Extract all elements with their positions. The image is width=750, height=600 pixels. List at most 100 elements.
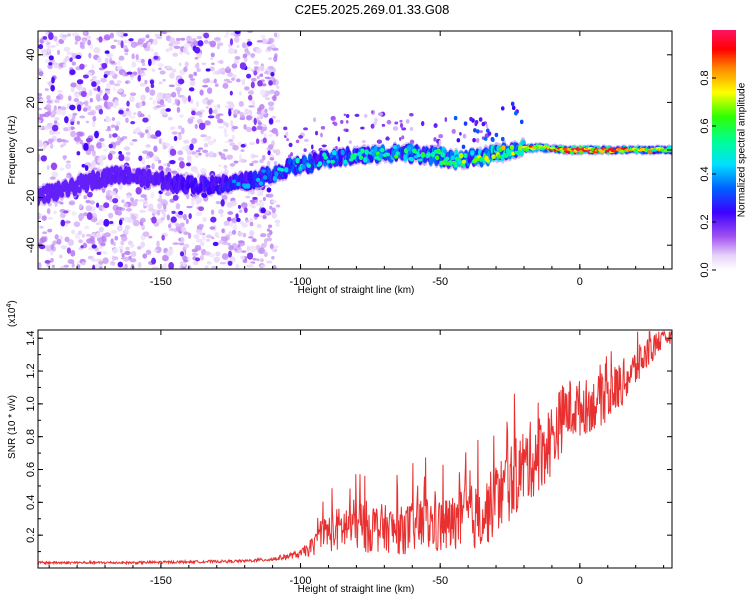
- noise-blob: [253, 117, 257, 125]
- noise-speckle: [362, 140, 366, 144]
- noise-speckle: [137, 261, 142, 269]
- noise-speckle: [96, 258, 104, 262]
- noise-speckle: [262, 214, 267, 220]
- noise-speckle: [259, 112, 264, 120]
- noise-speckle: [475, 137, 480, 143]
- noise-speckle: [268, 144, 274, 150]
- noise-speckle: [151, 163, 155, 170]
- noise-blob: [145, 164, 151, 169]
- noise-speckle: [111, 255, 116, 262]
- noise-speckle: [168, 46, 173, 51]
- noise-speckle: [130, 200, 138, 207]
- noise-blob: [102, 94, 109, 101]
- noise-speckle: [221, 253, 229, 260]
- noise-speckle: [183, 231, 190, 236]
- isolated-spot: [491, 137, 495, 143]
- colorbar-tick-label: 0.8: [699, 70, 711, 85]
- colorbar-gradient: [712, 30, 736, 270]
- noise-speckle: [451, 128, 456, 134]
- noise-speckle: [148, 97, 153, 101]
- noise-speckle: [125, 151, 131, 156]
- noise-speckle: [53, 35, 58, 42]
- ridge-core: [478, 157, 484, 162]
- noise-speckle: [249, 162, 254, 167]
- noise-speckle: [124, 156, 131, 162]
- noise-speckle: [195, 211, 203, 217]
- colorbar-tick-label: 0.2: [699, 214, 711, 229]
- noise-speckle: [158, 92, 164, 96]
- noise-speckle: [140, 241, 146, 248]
- noise-speckle: [240, 202, 248, 209]
- noise-speckle: [59, 167, 65, 171]
- noise-speckle: [201, 62, 207, 65]
- noise-speckle: [166, 214, 170, 221]
- noise-speckle: [143, 203, 149, 207]
- noise-speckle: [79, 42, 85, 49]
- noise-speckle: [99, 266, 103, 269]
- noise-speckle: [193, 71, 198, 76]
- noise-speckle: [105, 117, 112, 123]
- noise-speckle: [225, 122, 229, 128]
- noise-speckle: [54, 131, 61, 135]
- noise-blob: [86, 212, 93, 221]
- noise-speckle: [271, 212, 277, 219]
- noise-speckle: [79, 115, 86, 119]
- noise-speckle: [172, 52, 179, 57]
- noise-speckle: [385, 136, 390, 141]
- noise-blob: [81, 163, 86, 168]
- noise-speckle: [50, 111, 55, 117]
- noise-speckle: [85, 205, 92, 212]
- noise-speckle: [153, 248, 158, 253]
- noise-speckle: [266, 228, 271, 232]
- noise-speckle: [196, 51, 202, 59]
- noise-blob: [246, 252, 254, 260]
- noise-speckle: [182, 46, 188, 54]
- noise-speckle: [213, 256, 220, 263]
- noise-speckle: [231, 134, 236, 140]
- noise-speckle: [88, 89, 93, 97]
- noise-speckle: [208, 151, 214, 158]
- noise-speckle: [264, 76, 272, 80]
- y-tick-label: 0.6: [25, 462, 37, 477]
- noise-speckle: [99, 138, 105, 142]
- noise-blob: [266, 187, 272, 193]
- noise-speckle: [167, 116, 173, 121]
- noise-blob: [246, 41, 253, 47]
- noise-blob: [220, 199, 225, 207]
- noise-speckle: [54, 99, 60, 104]
- ridge-core: [363, 157, 368, 163]
- noise-speckle: [108, 212, 114, 219]
- noise-speckle: [235, 263, 240, 269]
- noise-speckle: [210, 52, 215, 58]
- noise-speckle: [259, 104, 265, 110]
- noise-speckle: [195, 170, 199, 175]
- noise-speckle: [178, 62, 182, 67]
- noise-speckle: [43, 125, 51, 130]
- noise-speckle: [271, 127, 278, 134]
- ridge-core: [537, 144, 544, 148]
- ridge-core: [385, 152, 390, 157]
- noise-speckle: [63, 155, 67, 161]
- noise-speckle: [248, 236, 254, 239]
- noise-speckle: [140, 194, 147, 198]
- noise-speckle: [269, 230, 273, 235]
- noise-speckle: [320, 132, 323, 138]
- noise-speckle: [38, 141, 44, 148]
- noise-speckle: [116, 225, 123, 232]
- noise-speckle: [45, 244, 52, 248]
- noise-speckle: [401, 135, 405, 140]
- noise-speckle: [145, 86, 150, 93]
- noise-speckle: [260, 129, 264, 135]
- noise-speckle: [223, 164, 228, 169]
- noise-speckle: [462, 133, 467, 139]
- noise-speckle: [63, 264, 70, 268]
- noise-blob: [108, 143, 113, 149]
- noise-blob: [172, 194, 179, 201]
- noise-speckle: [39, 225, 44, 229]
- noise-speckle: [228, 138, 234, 143]
- noise-speckle: [214, 232, 219, 238]
- noise-speckle: [142, 42, 148, 49]
- noise-blob: [70, 121, 75, 126]
- noise-speckle: [213, 78, 217, 84]
- noise-blob: [151, 216, 157, 224]
